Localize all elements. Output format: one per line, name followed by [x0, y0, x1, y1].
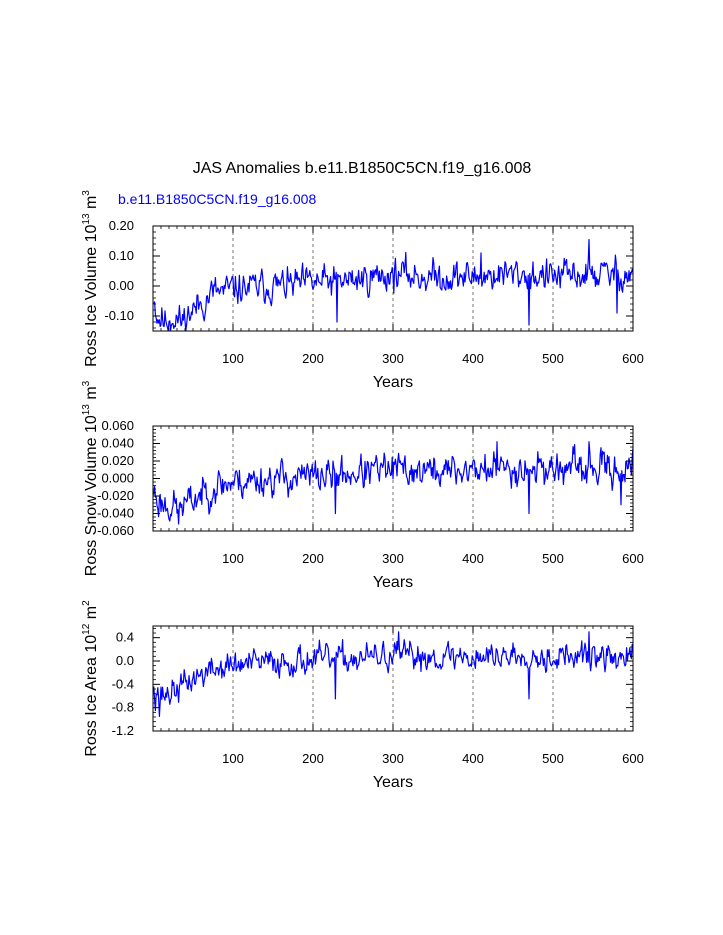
y-tick-label: 0.4 — [116, 630, 134, 645]
y-axis-label: Ross Snow Volume 1013 m3 — [81, 380, 100, 576]
x-tick-label: 500 — [542, 751, 564, 766]
y-axis-label: Ross Ice Volume 1013 m3 — [81, 190, 100, 367]
x-tick-label: 500 — [542, 551, 564, 566]
x-tick-label: 400 — [462, 551, 484, 566]
x-tick-label: 100 — [222, 551, 244, 566]
x-tick-label: 400 — [462, 351, 484, 366]
x-axis-label: Years — [373, 374, 413, 391]
y-tick-label: -0.4 — [112, 676, 134, 691]
y-axis-label-unit-exponent: 2 — [81, 600, 92, 606]
x-axis-label: Years — [373, 774, 413, 791]
y-tick-label: 0.040 — [101, 436, 134, 451]
y-tick-label: -0.8 — [112, 700, 134, 715]
y-tick-label: -1.2 — [112, 723, 134, 738]
plot-frame — [152, 625, 634, 732]
chart-panels: 100 200 300 400 500 600 -0.10 0.00 0.10 0.20 Years… — [81, 190, 644, 791]
case-label: b.e11.B1850C5CN.f19_g16.008 — [118, 191, 316, 207]
main-title: JAS Anomalies b.e11.B1850C5CN.f19_g16.00… — [193, 160, 532, 177]
x-tick-label: 100 — [222, 351, 244, 366]
y-tick-label: 0.0 — [116, 653, 134, 668]
x-tick-label: 300 — [382, 751, 404, 766]
x-axis-label: Years — [373, 574, 413, 591]
x-tick-label: 200 — [302, 551, 324, 566]
y-tick-label: 0.10 — [109, 248, 134, 263]
x-tick-label: 600 — [622, 751, 644, 766]
y-tick-label: 0.000 — [101, 471, 134, 486]
x-tick-label: 500 — [542, 351, 564, 366]
y-axis-label-unit: m — [83, 606, 100, 624]
y-tick-label: -0.040 — [97, 506, 134, 521]
y-axis-label-main: Ross Ice Volume 10 — [83, 224, 100, 366]
chart-snow-volume: 100 200 300 400 500 600 -0.060 -0.040 -0.020 0.00… — [81, 380, 644, 591]
y-axis-label-main: Ross Ice Area 10 — [83, 635, 100, 757]
y-axis-label-unit-exponent: 3 — [81, 380, 92, 386]
y-tick-label: 0.020 — [101, 453, 134, 468]
y-tick-label: 0.00 — [109, 278, 134, 293]
x-tick-label: 400 — [462, 751, 484, 766]
data-series-line — [153, 238, 633, 331]
y-tick-label: 0.20 — [109, 218, 134, 233]
y-tick-label: 0.060 — [101, 418, 134, 433]
x-tick-label: 200 — [302, 751, 324, 766]
y-axis-label: Ross Ice Area 1012 m2 — [81, 600, 100, 757]
y-axis-label-unit: m — [83, 386, 100, 404]
x-tick-label: 600 — [622, 351, 644, 366]
x-tick-label: 200 — [302, 351, 324, 366]
x-tick-label: 300 — [382, 351, 404, 366]
y-tick-label: -0.020 — [97, 488, 134, 503]
y-axis-label-unit: m — [83, 196, 100, 214]
data-series-line — [153, 441, 633, 525]
data-series-line — [153, 631, 633, 718]
y-tick-label: -0.060 — [97, 523, 134, 538]
x-tick-label: 600 — [622, 551, 644, 566]
y-axis-label-exponent: 13 — [81, 404, 92, 416]
y-axis-label-main: Ross Snow Volume 10 — [83, 415, 100, 576]
x-tick-label: 300 — [382, 551, 404, 566]
y-axis-label-unit-exponent: 3 — [81, 190, 92, 196]
x-tick-label: 100 — [222, 751, 244, 766]
y-tick-label: -0.10 — [104, 308, 134, 323]
chart-ice-area: 100 200 300 400 500 600 -1.2 -0.8 -0.4 0.0 0.4 Year… — [81, 600, 644, 791]
y-axis-label-exponent: 12 — [81, 623, 92, 635]
chart-ice-volume: 100 200 300 400 500 600 -0.10 0.00 0.10 0.20 Years… — [81, 190, 644, 391]
y-axis-label-exponent: 13 — [81, 213, 92, 225]
